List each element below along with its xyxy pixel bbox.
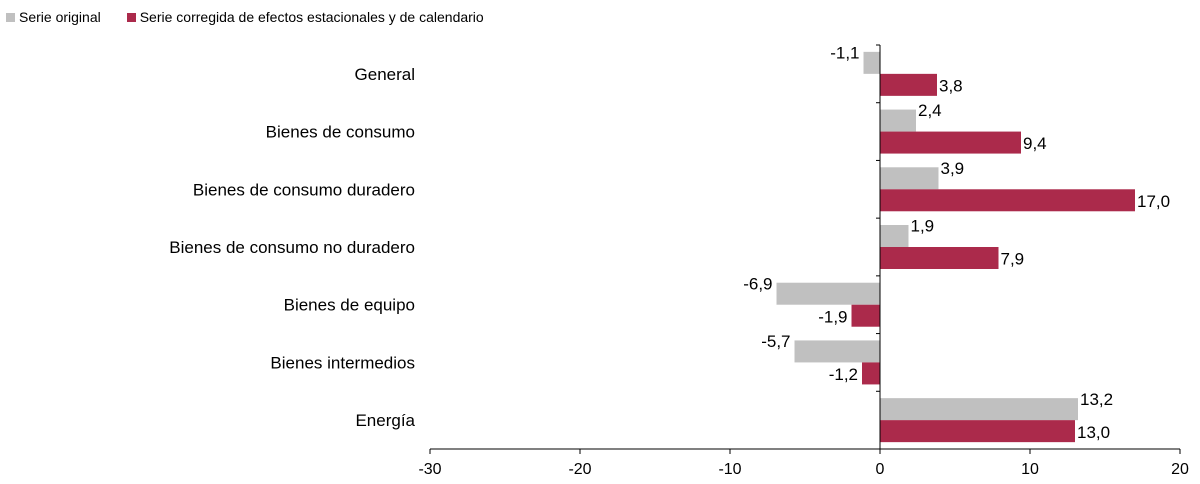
bar-original [880,167,939,190]
data-label-adjusted: 17,0 [1137,192,1170,211]
bar-adjusted [880,73,937,96]
x-tick-label: 20 [1171,461,1189,478]
data-label-adjusted: -1,9 [818,307,847,326]
data-label-original: -6,9 [743,274,772,293]
bar-adjusted [880,131,1021,154]
data-label-original: 3,9 [941,159,965,178]
data-label-adjusted: 7,9 [1001,250,1025,269]
x-tick-label: 0 [876,461,885,478]
bar-original [776,282,880,305]
bar-adjusted [880,189,1135,212]
bar-original [880,109,916,132]
category-label: Energía [355,411,415,430]
x-tick-label: -20 [568,461,591,478]
data-label-adjusted: 9,4 [1023,134,1047,153]
bar-original [880,225,909,247]
x-tick-label: -30 [418,461,441,478]
legend: Serie original Serie corregida de efecto… [6,8,510,26]
category-label: Bienes intermedios [270,353,415,372]
bar-adjusted [880,247,999,269]
data-label-original: -1,1 [830,43,859,62]
bar-adjusted [862,362,880,385]
category-label: Bienes de consumo duradero [193,180,415,199]
bar-adjusted [880,420,1075,443]
data-label-original: -5,7 [761,332,790,351]
x-tick-label: 10 [1021,461,1039,478]
data-label-adjusted: 3,8 [939,76,963,95]
bar-original [863,51,880,74]
category-label: Bienes de equipo [284,296,415,315]
category-label: Bienes de consumo no duradero [169,238,415,257]
bar-original [880,398,1078,421]
category-label: General [355,65,415,84]
data-label-adjusted: 13,0 [1077,423,1110,442]
data-label-adjusted: -1,2 [829,365,858,384]
legend-item-adjusted: Serie corregida de efectos estacionales … [126,9,484,25]
bar-original [794,340,880,363]
x-tick-label: -10 [718,461,741,478]
legend-label-adjusted: Serie corregida de efectos estacionales … [139,9,484,25]
category-label: Bienes de consumo [266,123,415,142]
legend-label-original: Serie original [19,9,101,25]
data-label-original: 13,2 [1080,390,1113,409]
legend-swatch-original [6,12,15,22]
data-label-original: 2,4 [918,101,942,120]
data-label-original: 1,9 [911,217,935,236]
legend-item-original: Serie original [6,9,101,25]
bar-adjusted [851,304,880,327]
legend-swatch-adjusted [126,12,136,22]
